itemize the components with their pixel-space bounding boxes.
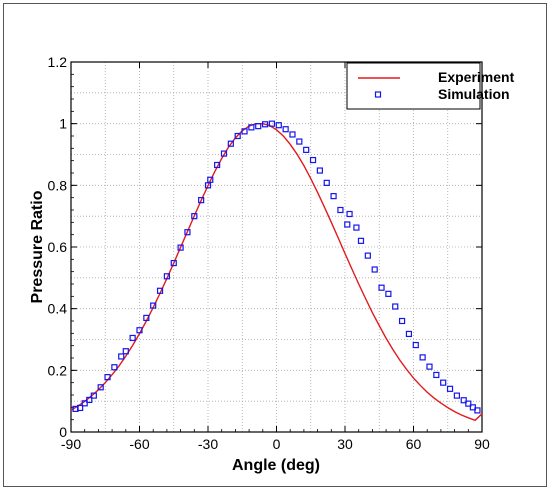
simulation-point	[111, 364, 118, 371]
simulation-point	[309, 156, 317, 164]
x-tick-label: -60	[129, 436, 149, 452]
y-tick-label: 0.2	[48, 362, 68, 378]
x-tick-label: 60	[406, 436, 422, 452]
y-axis-title: Pressure Ratio	[29, 190, 46, 303]
simulation-point	[207, 176, 214, 183]
simulation-point	[446, 385, 454, 392]
simulation-point	[316, 167, 323, 174]
x-tick-label: 90	[474, 436, 490, 452]
simulation-point	[220, 150, 228, 157]
x-tick-label: -30	[198, 436, 218, 452]
simulation-point	[184, 229, 191, 236]
y-tick-label: 0	[59, 424, 67, 440]
simulation-point	[460, 397, 467, 404]
simulation-point	[227, 140, 234, 147]
simulation-point	[275, 122, 282, 129]
y-tick-labels: 0 0.2 0.4 0.6 0.8 1 1.2	[48, 54, 68, 440]
simulation-point	[156, 287, 164, 294]
simulation-point	[371, 266, 378, 273]
simulation-point	[412, 341, 419, 349]
simulation-point	[440, 379, 447, 386]
simulation-point	[303, 146, 310, 153]
legend: Experiment Simulation	[346, 62, 515, 110]
simulation-point	[385, 290, 392, 297]
x-tick-label: 0	[273, 436, 281, 452]
legend-marker-simulation	[374, 91, 382, 98]
simulation-point	[289, 131, 296, 138]
simulation-point	[353, 224, 360, 231]
simulation-point	[433, 371, 440, 379]
simulation-point	[392, 303, 399, 310]
x-axis-title: Angle (deg)	[232, 457, 320, 474]
simulation-point	[248, 124, 255, 131]
x-tick-label: 30	[337, 436, 353, 452]
simulation-point	[86, 396, 93, 404]
simulation-point	[191, 213, 198, 220]
simulation-point	[357, 237, 365, 244]
simulation-point	[364, 252, 371, 259]
simulation-point	[129, 334, 136, 342]
simulation-point	[282, 126, 289, 133]
simulation-point	[453, 392, 460, 399]
simulation-point	[77, 404, 84, 412]
y-tick-label: 1.2	[48, 54, 68, 70]
y-tick-label: 0.6	[48, 239, 68, 255]
simulation-point	[118, 353, 125, 360]
simulation-point	[378, 284, 385, 291]
simulation-point	[465, 400, 472, 407]
simulation-point	[136, 327, 143, 334]
simulation-point	[296, 138, 303, 145]
simulation-point	[177, 244, 184, 251]
legend-label-experiment: Experiment	[438, 69, 515, 85]
simulation-point	[268, 120, 276, 127]
legend-label-simulation: Simulation	[438, 86, 510, 102]
simulation-point	[337, 206, 344, 214]
simulation-point	[344, 221, 351, 228]
simulation-point	[90, 392, 97, 399]
y-tick-label: 1	[59, 116, 67, 132]
series-layer	[70, 120, 483, 422]
simulation-point	[346, 210, 353, 218]
simulation-point	[170, 259, 177, 267]
simulation-point	[163, 273, 170, 280]
experiment-line	[70, 122, 483, 422]
simulation-point	[104, 374, 111, 381]
y-tick-label: 0.8	[48, 177, 68, 193]
simulation-point	[405, 330, 413, 338]
simulation-point	[474, 407, 481, 414]
simulation-point	[261, 121, 269, 128]
legend-box	[346, 62, 481, 110]
y-tick-label: 0.4	[48, 301, 68, 317]
simulation-point	[241, 128, 248, 135]
x-tick-label: -90	[61, 436, 81, 452]
simulation-point	[426, 363, 433, 370]
simulation-point	[214, 161, 221, 169]
simulation-point	[330, 193, 337, 200]
simulation-point	[143, 314, 150, 322]
axis-ticks	[70, 61, 483, 433]
simulation-point	[122, 348, 129, 355]
simulation-point	[198, 197, 205, 204]
simulation-point	[97, 384, 104, 391]
simulation-point	[234, 132, 241, 140]
simulation-point	[398, 317, 406, 325]
simulation-point	[81, 400, 88, 407]
simulation-point	[323, 179, 330, 186]
simulation-point	[419, 354, 426, 361]
x-tick-labels: -90 -60 -30 0 30 60 90	[61, 436, 490, 452]
simulation-point	[255, 123, 262, 130]
simulation-point	[150, 302, 157, 309]
